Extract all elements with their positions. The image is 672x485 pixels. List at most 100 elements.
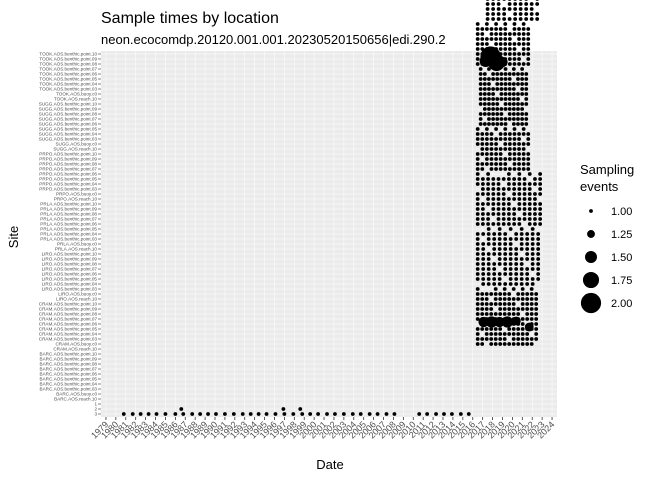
data-point	[498, 147, 503, 151]
y-axis-label: Site	[6, 226, 21, 248]
data-point	[497, 237, 502, 241]
data-point	[503, 167, 508, 171]
data-point	[526, 27, 531, 31]
data-point	[538, 202, 543, 206]
data-point	[507, 62, 512, 66]
data-point	[487, 77, 491, 81]
data-point	[530, 227, 535, 231]
data-point	[534, 317, 539, 321]
data-point	[514, 262, 519, 266]
data-point	[481, 182, 485, 186]
data-point	[511, 342, 516, 346]
data-point	[525, 237, 530, 241]
data-point	[522, 192, 527, 196]
data-point	[533, 197, 537, 201]
data-point	[498, 137, 503, 141]
y-tick-label: BARC.AOS.buoy.c0	[56, 392, 97, 397]
data-point	[480, 37, 485, 41]
data-point	[511, 307, 516, 311]
data-point	[484, 147, 489, 151]
data-point	[534, 322, 539, 326]
data-point	[516, 307, 521, 311]
data-point	[536, 267, 541, 271]
data-point	[481, 252, 486, 256]
data-point	[519, 277, 524, 281]
data-point	[516, 342, 521, 346]
data-point	[497, 247, 502, 251]
data-point	[508, 242, 513, 246]
data-point	[496, 187, 501, 191]
data-point	[497, 282, 502, 286]
data-point	[484, 312, 489, 316]
data-point	[478, 92, 483, 96]
data-point	[492, 247, 497, 251]
data-point	[498, 297, 503, 301]
data-point	[503, 237, 508, 241]
data-point	[520, 107, 525, 111]
data-point	[517, 57, 521, 61]
data-point	[491, 17, 496, 21]
data-point	[495, 107, 500, 111]
data-point	[501, 197, 506, 201]
data-point	[480, 162, 485, 166]
data-point	[503, 267, 508, 271]
data-point	[507, 212, 511, 216]
data-point	[489, 292, 494, 296]
data-point	[503, 252, 508, 256]
data-point	[501, 192, 506, 196]
data-point	[496, 197, 501, 201]
data-point	[512, 187, 517, 191]
data-point	[486, 242, 491, 246]
data-point	[487, 97, 491, 101]
data-point	[507, 187, 511, 191]
data-point	[527, 207, 532, 211]
data-point	[525, 232, 530, 236]
chart-subtitle: neon.ecocomdp.20120.001.001.202305201506…	[101, 32, 446, 47]
y-tick-label: CRAM.AOS.reach.10	[53, 347, 97, 352]
data-point	[522, 182, 527, 186]
data-point	[521, 37, 526, 41]
legend-key-symbol	[589, 209, 593, 213]
data-point	[497, 272, 502, 276]
y-tick-label: BARC.AOS.benthic.point.06	[40, 372, 98, 377]
legend-key-label: 1.75	[611, 275, 632, 287]
y-tick-label: PRPO.AOS.benthic.point.08	[39, 162, 97, 167]
data-point	[491, 72, 496, 76]
data-point	[485, 316, 498, 328]
data-point	[475, 42, 480, 46]
data-point	[520, 307, 525, 311]
data-point	[495, 117, 500, 121]
y-tick-label: PRLA.AOS.benthic.point.10	[40, 202, 97, 207]
data-point	[475, 137, 480, 141]
y-tick-label: SUGG.AOS.benthic.point.08	[39, 112, 98, 117]
plot-panel	[101, 0, 557, 417]
data-point	[519, 257, 524, 261]
y-tick-label: 2	[94, 407, 97, 412]
data-point	[534, 307, 539, 311]
y-tick-label: BARC.AOS.benthic.point.10	[40, 352, 98, 357]
data-point	[485, 12, 490, 16]
data-point	[264, 412, 269, 416]
data-point	[507, 197, 511, 201]
data-point	[526, 152, 531, 156]
data-point	[489, 327, 494, 331]
data-point	[501, 207, 506, 211]
data-point	[517, 27, 521, 31]
data-point	[475, 172, 480, 176]
data-point	[493, 287, 498, 291]
data-point	[511, 337, 516, 341]
data-point	[507, 207, 511, 211]
data-point	[484, 302, 489, 306]
data-point	[534, 332, 539, 336]
data-point	[518, 12, 523, 16]
data-point	[517, 157, 521, 161]
data-point	[522, 187, 527, 191]
data-point	[525, 257, 530, 261]
data-point	[529, 297, 534, 301]
data-point	[517, 162, 521, 166]
data-point	[507, 182, 511, 186]
y-tick-label: LIRO.AOS.benthic.point.07	[42, 267, 98, 272]
y-tick-label: TOOK.AOS.benthic.point.09	[39, 57, 97, 62]
y-tick-label: CRAM.AOS.benthic.point.09	[39, 307, 98, 312]
data-point	[520, 117, 525, 121]
